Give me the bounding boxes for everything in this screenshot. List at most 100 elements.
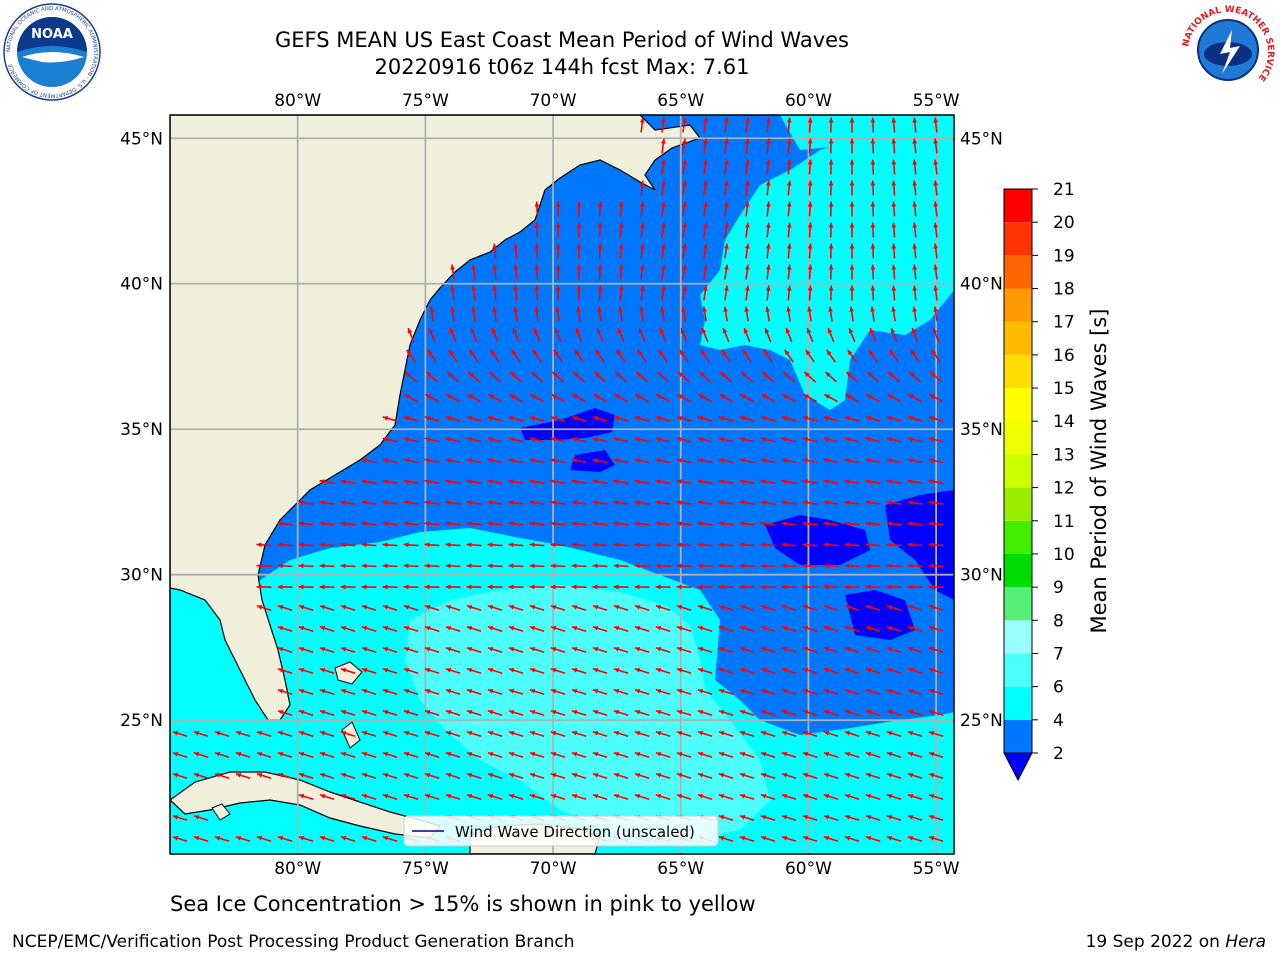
wave-direction-arrow [555, 243, 561, 259]
wave-direction-arrow [907, 500, 923, 506]
wave-direction-arrow [487, 479, 503, 485]
colorbar-tick-label: 15 [1053, 379, 1075, 399]
wave-direction-arrow [618, 243, 624, 259]
colorbar-tick-label: 17 [1053, 313, 1075, 333]
wave-direction-arrow [361, 835, 377, 842]
wave-direction-arrow [466, 458, 482, 464]
wave-direction-arrow [298, 584, 314, 590]
wave-direction-arrow [719, 371, 733, 383]
wave-direction-arrow [572, 371, 586, 383]
wave-direction-arrow [702, 306, 707, 322]
wave-direction-arrow [786, 264, 792, 280]
wave-direction-arrow [445, 584, 461, 590]
wave-direction-arrow [592, 584, 608, 590]
wave-direction-arrow [277, 646, 293, 653]
wave-direction-arrow [786, 159, 792, 175]
longitude-tick-label: 70°W [530, 859, 577, 879]
wave-direction-arrow [823, 646, 839, 653]
wave-direction-arrow [803, 371, 817, 383]
colorbar-tick-label: 8 [1053, 611, 1064, 631]
wave-direction-arrow [613, 521, 629, 527]
wave-direction-arrow [592, 542, 608, 548]
wave-direction-arrow [613, 751, 629, 758]
colorbar-cells [1004, 189, 1032, 753]
wave-direction-arrow [928, 458, 944, 464]
wave-direction-arrow [677, 393, 691, 403]
wave-direction-arrow [614, 393, 628, 403]
wave-direction-arrow [744, 201, 750, 217]
wave-direction-arrow [508, 458, 524, 464]
wave-direction-arrow [823, 730, 839, 737]
wave-direction-arrow [492, 285, 498, 301]
land-bahamas [334, 661, 363, 685]
wave-direction-arrow [256, 604, 272, 611]
wave-direction-arrow [532, 349, 542, 363]
wave-direction-arrow [613, 688, 629, 695]
wave-direction-arrow [508, 667, 524, 674]
wave-direction-arrow [214, 772, 230, 779]
wave-direction-arrow [592, 772, 608, 779]
wave-direction-arrow [550, 604, 566, 611]
wave-direction-arrow [891, 180, 897, 196]
wave-direction-arrow [676, 730, 692, 737]
wave-direction-arrow [277, 667, 293, 674]
wave-direction-arrow [634, 625, 650, 632]
wave-direction-arrow [655, 604, 671, 611]
latitude-tick-label: 25°N [960, 711, 1003, 731]
footer-date: 19 Sep 2022 on Hera [1086, 932, 1266, 952]
wave-direction-arrow [319, 604, 335, 611]
wave-direction-arrow [361, 730, 377, 737]
wave-direction-arrow [446, 371, 460, 383]
wave-direction-arrow [844, 772, 860, 779]
wave-direction-arrow [487, 521, 503, 527]
wave-direction-arrow [172, 835, 188, 842]
wave-direction-arrow [277, 625, 293, 632]
wave-direction-arrow [806, 327, 814, 343]
wave-direction-arrow [869, 327, 877, 343]
wave-direction-arrow [886, 625, 902, 632]
wave-direction-arrow [361, 625, 377, 632]
wave-direction-arrow [424, 730, 440, 737]
wave-direction-arrow [870, 180, 876, 196]
wave-direction-arrow [928, 751, 944, 758]
wave-direction-arrow [449, 327, 457, 343]
wave-direction-arrow [509, 393, 523, 403]
wave-direction-arrow [807, 117, 813, 133]
wave-direction-arrow [508, 500, 524, 506]
wave-direction-arrow [427, 349, 437, 363]
wave-direction-arrow [403, 563, 419, 569]
wave-direction-arrow [886, 604, 902, 611]
wave-direction-arrow [319, 646, 335, 653]
wave-direction-arrow [277, 521, 293, 527]
wave-direction-arrow [403, 688, 419, 695]
wave-direction-arrow [697, 437, 713, 443]
wave-direction-arrow [697, 646, 713, 653]
wave-direction-arrow [445, 542, 461, 548]
wave-direction-arrow [340, 835, 356, 842]
wave-direction-arrow [765, 180, 771, 196]
wave-direction-arrow [595, 349, 605, 363]
wave-direction-arrow [340, 730, 356, 737]
wave-direction-arrow [933, 264, 939, 280]
wave-direction-arrow [781, 542, 797, 548]
wave-direction-arrow [529, 458, 545, 464]
wave-direction-arrow [382, 625, 398, 632]
wave-direction-arrow [865, 667, 881, 674]
wave-direction-arrow [298, 751, 314, 758]
wave-direction-arrow [928, 500, 944, 506]
wave-direction-arrow [660, 264, 666, 280]
wave-direction-arrow [340, 793, 356, 800]
colorbar-cell [1004, 587, 1032, 621]
wave-direction-arrow [466, 437, 482, 443]
wave-direction-arrow [509, 371, 523, 383]
wave-direction-arrow [403, 667, 419, 674]
land-island [211, 803, 231, 821]
wave-direction-arrow [676, 646, 692, 653]
period-under-2s-patch [765, 515, 870, 565]
wave-direction-arrow [891, 264, 897, 280]
wave-direction-arrow [676, 437, 692, 443]
wave-direction-arrow [613, 772, 629, 779]
wave-direction-arrow [823, 584, 839, 590]
wave-direction-arrow [403, 646, 419, 653]
wave-direction-arrow [703, 264, 708, 280]
